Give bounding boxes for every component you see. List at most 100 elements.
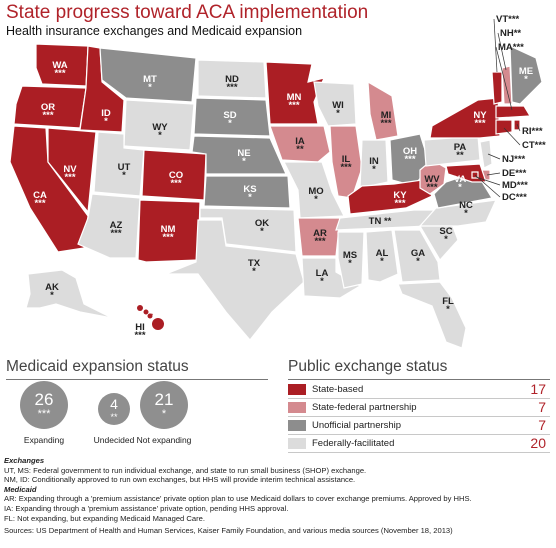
state-label-sc: SC	[439, 226, 452, 237]
legend-count-unofficial: 7	[538, 417, 546, 433]
state-nj	[479, 139, 493, 169]
state-stars-sd: *	[228, 118, 232, 129]
legend-label-state-based: State-based	[312, 384, 364, 395]
state-ks	[203, 175, 291, 209]
state-label-oh: OH	[403, 146, 417, 157]
state-label-ks: KS	[243, 184, 256, 195]
state-tx	[165, 219, 305, 341]
callout-label-de: DE***	[502, 168, 527, 179]
state-stars-me: *	[524, 74, 528, 85]
leader-line-ct	[503, 127, 521, 146]
state-label-ga: GA	[411, 248, 425, 259]
state-label-nc: NC	[459, 200, 473, 211]
state-stars-pa: **	[456, 150, 464, 161]
callout-label-nh: NH**	[500, 28, 521, 39]
leader-line-de	[486, 172, 501, 176]
state-mo	[283, 161, 345, 219]
state-stars-ky: ***	[394, 198, 405, 209]
callout-label-ct: CT***	[522, 140, 546, 151]
state-ne	[191, 135, 287, 175]
state-label-wi: WI	[332, 100, 344, 111]
state-stars-mt: *	[148, 82, 152, 93]
state-nd	[197, 59, 267, 99]
state-label-mi: MI	[381, 110, 392, 121]
state-stars-mi: ***	[380, 118, 391, 129]
state-ak	[25, 269, 113, 319]
state-stars-ut: *	[122, 170, 126, 181]
legend-row-partnership: State-federal partnership 7	[288, 399, 550, 417]
state-label-ak: AK	[45, 282, 59, 293]
state-stars-tx: *	[252, 266, 256, 277]
state-al	[365, 229, 399, 283]
state-hi-island-4	[152, 318, 164, 330]
state-hi-island-3	[147, 313, 153, 319]
medicaid-section-rule	[6, 379, 268, 380]
state-label-in: IN	[369, 156, 379, 167]
state-stars-ca: ***	[34, 198, 45, 209]
legend-label-partnership: State-federal partnership	[312, 402, 417, 413]
state-hi-island-1	[137, 305, 143, 311]
callout-label-dc: DC***	[502, 192, 527, 203]
medicaid-undecided-count: 4	[110, 396, 118, 412]
notes-medicaid-line-3: FL: Not expanding, but expanding Medicai…	[4, 513, 205, 523]
leader-line-nh	[497, 32, 507, 71]
state-ma	[495, 105, 532, 119]
state-stars-id: *	[104, 116, 108, 127]
state-stars-ak: *	[50, 290, 54, 301]
notes-exchanges-line-2: NM, ID: Conditionally approved to run ow…	[4, 475, 356, 485]
medicaid-not-expanding-label: Not expanding	[136, 435, 192, 445]
medicaid-not-expanding-count: 21	[154, 390, 174, 409]
notes-medicaid-line-2: IA: Expanding through a 'premium assista…	[4, 503, 289, 513]
legend-swatch-federal	[288, 438, 306, 449]
state-label-fl: FL	[442, 296, 454, 307]
legend-swatch-unofficial	[288, 420, 306, 431]
notes-medicaid-line-1: AR: Expanding through a 'premium assista…	[4, 494, 472, 504]
state-label-sd: SD	[223, 110, 236, 121]
leader-line-vt	[493, 18, 498, 73]
state-nm	[137, 199, 201, 263]
state-stars-nd: ***	[226, 82, 237, 93]
state-label-ms: MS	[343, 250, 357, 261]
state-label-va: VA	[454, 174, 467, 185]
medicaid-expanding-label: Expanding	[23, 435, 65, 445]
state-ar	[297, 217, 341, 257]
state-label-ky: KY	[393, 190, 407, 201]
state-stars-il: ***	[340, 162, 351, 173]
legend-count-federal: 20	[530, 435, 546, 451]
state-label-la: LA	[316, 268, 329, 279]
medicaid-not-expanding-circle: 21 *	[140, 381, 188, 429]
state-label-ar: AR	[313, 228, 327, 239]
state-stars-la: *	[320, 276, 324, 287]
state-label-ny: NY	[473, 110, 487, 121]
state-mi	[367, 80, 399, 141]
state-label-co: CO	[169, 170, 183, 181]
state-nh	[501, 65, 513, 105]
state-wa	[35, 43, 89, 87]
state-stars-nc: *	[464, 208, 468, 219]
state-label-il: IL	[342, 154, 351, 165]
state-label-nv: NV	[63, 164, 77, 175]
leader-line-nj	[487, 153, 501, 160]
state-label-tn: TN **	[369, 216, 392, 227]
state-label-ut: UT	[118, 162, 131, 173]
state-label-mo: MO	[308, 186, 323, 197]
state-ca	[9, 125, 89, 253]
notes-medicaid-heading: Medicaid	[4, 484, 37, 494]
medicaid-undecided-stars: **	[110, 412, 118, 422]
state-in	[359, 139, 389, 189]
notes-exchanges-heading: Exchanges	[4, 456, 45, 465]
state-stars-hi: ***	[134, 330, 145, 341]
state-label-wa: WA	[52, 60, 67, 71]
state-label-tx: TX	[248, 258, 261, 269]
state-stars-wi: *	[336, 108, 340, 119]
state-label-mn: MN	[287, 92, 302, 103]
medicaid-not-expanding-stars: *	[161, 408, 167, 420]
medicaid-expanding-circle: 26 ***	[20, 381, 68, 429]
medicaid-expanding-count: 26	[34, 390, 54, 409]
state-ny	[429, 97, 501, 139]
state-stars-ga: *	[416, 256, 420, 267]
state-stars-wa: ***	[54, 68, 65, 79]
state-ok	[199, 207, 297, 253]
state-label-az: AZ	[110, 220, 123, 231]
state-stars-wv: ***	[426, 182, 437, 193]
